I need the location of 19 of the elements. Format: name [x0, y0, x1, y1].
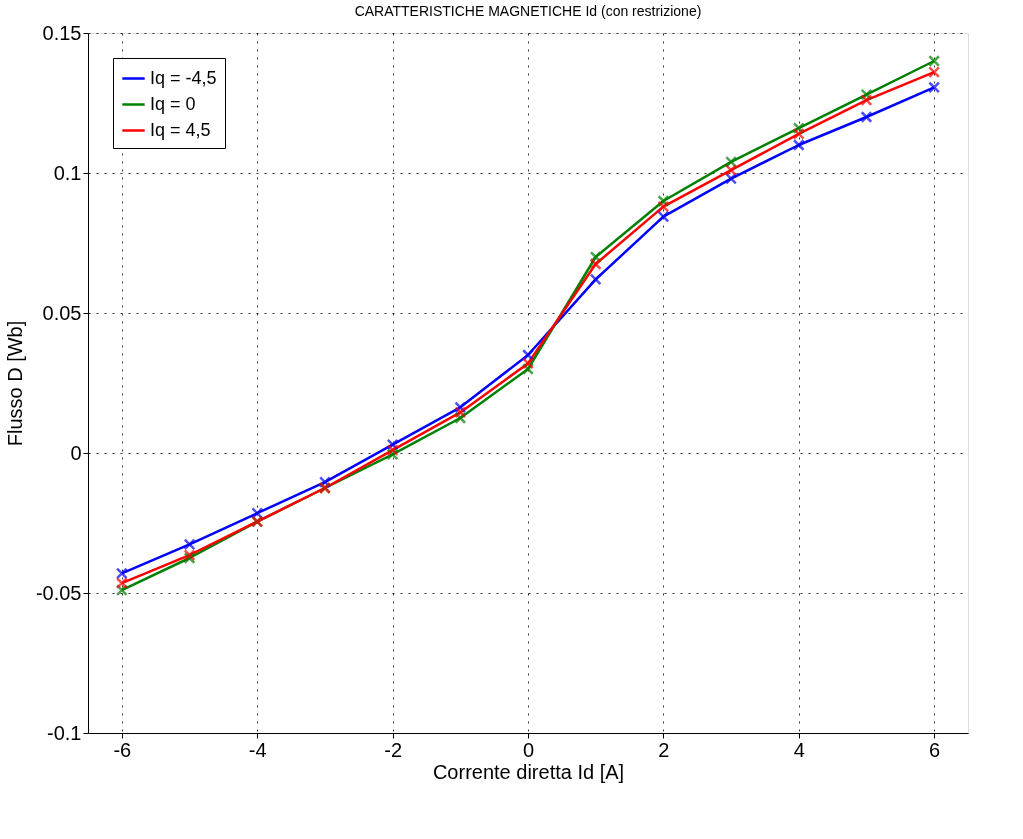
y-tick-label: -0.1 [47, 721, 82, 744]
y-tick-label: -0.05 [35, 581, 82, 604]
x-axis-title: Corrente diretta Id [A] [432, 760, 625, 783]
y-tick-label: 0.1 [53, 161, 82, 184]
y-tick-label: 0.15 [42, 21, 82, 44]
chart-title: CARATTERISTICHE MAGNETICHE Id (con restrizione) [354, 3, 702, 19]
x-tick-label: 6 [929, 738, 941, 761]
x-tick-label: -4 [248, 738, 267, 761]
legend-label: Iq = 0 [150, 93, 196, 114]
legend-label: Iq = -4,5 [150, 67, 217, 88]
x-tick-label: -6 [113, 738, 132, 761]
y-axis-title: Flusso D [Wb] [3, 320, 26, 447]
x-tick-label: 4 [793, 738, 805, 761]
legend-label: Iq = 4,5 [150, 119, 211, 140]
x-tick-label: 2 [658, 738, 670, 761]
x-tick-label: 0 [522, 738, 535, 761]
y-tick-label: 0.05 [42, 301, 82, 324]
x-tick-label: -2 [384, 738, 403, 761]
y-tick-label: 0 [70, 441, 82, 464]
